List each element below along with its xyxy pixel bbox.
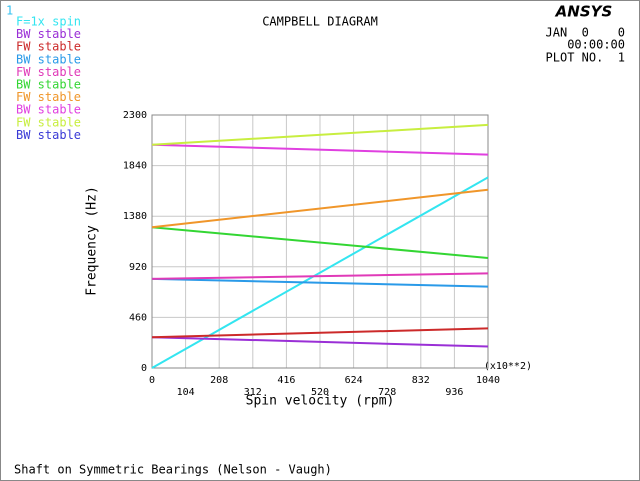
y-tick-label: 1380 xyxy=(123,211,147,222)
legend-entry: BW stable xyxy=(16,128,81,142)
series-line xyxy=(151,277,489,288)
legend-entry: F=1x spin xyxy=(16,15,81,29)
y-tick-label: 1840 xyxy=(123,161,147,172)
footer: Shaft on Symmetric Bearings (Nelson - Va… xyxy=(14,463,332,477)
series-line xyxy=(151,272,489,280)
x-tick-label: 832 xyxy=(412,375,430,386)
x-tick-label: 728 xyxy=(378,387,396,398)
x-tick-label: 208 xyxy=(210,375,228,386)
x-axis-label: Spin velocity (rpm) xyxy=(246,394,395,409)
series-line xyxy=(151,188,489,229)
y-tick-label: 2300 xyxy=(123,110,147,121)
legend-entry: FW stable xyxy=(16,90,81,104)
y-axis-label: Frequency (Hz) xyxy=(85,186,100,296)
legend-entry: FW stable xyxy=(16,115,81,129)
plot-number: PLOT NO. 1 xyxy=(546,51,625,65)
legend-entry: BW stable xyxy=(16,103,81,117)
time: 00:00:00 xyxy=(567,38,625,52)
y-tick-label: 920 xyxy=(129,262,147,273)
series-line xyxy=(151,336,489,348)
legend-entry: FW stable xyxy=(16,65,81,79)
date: JAN 0 0 xyxy=(546,26,625,40)
legend-entry: BW stable xyxy=(16,78,81,92)
x-tick-label: 312 xyxy=(244,387,262,398)
x-tick-label: 0 xyxy=(149,375,155,386)
x-tick-label: 520 xyxy=(311,387,329,398)
x-tick-label: 1040 xyxy=(476,375,500,386)
x-tick-label: 104 xyxy=(177,387,195,398)
series-line xyxy=(151,327,489,339)
window-number: 1 xyxy=(6,4,13,18)
x-tick-label: 624 xyxy=(345,375,363,386)
legend-entry: BW stable xyxy=(16,52,81,66)
legend-entry: FW stable xyxy=(16,40,81,54)
y-tick-label: 0 xyxy=(141,363,147,374)
series-line xyxy=(151,143,489,156)
plot-border xyxy=(151,114,489,369)
chart-title: CAMPBELL DIAGRAM xyxy=(262,15,378,29)
x-tick-label: 936 xyxy=(445,387,463,398)
logo: ANSYS xyxy=(555,3,613,21)
series-line xyxy=(151,226,489,259)
y-tick-label: 460 xyxy=(129,312,147,323)
x-multiplier: (x10**2) xyxy=(484,361,532,372)
series-line xyxy=(151,123,489,146)
x-tick-label: 416 xyxy=(277,375,295,386)
legend-entry: BW stable xyxy=(16,27,81,41)
